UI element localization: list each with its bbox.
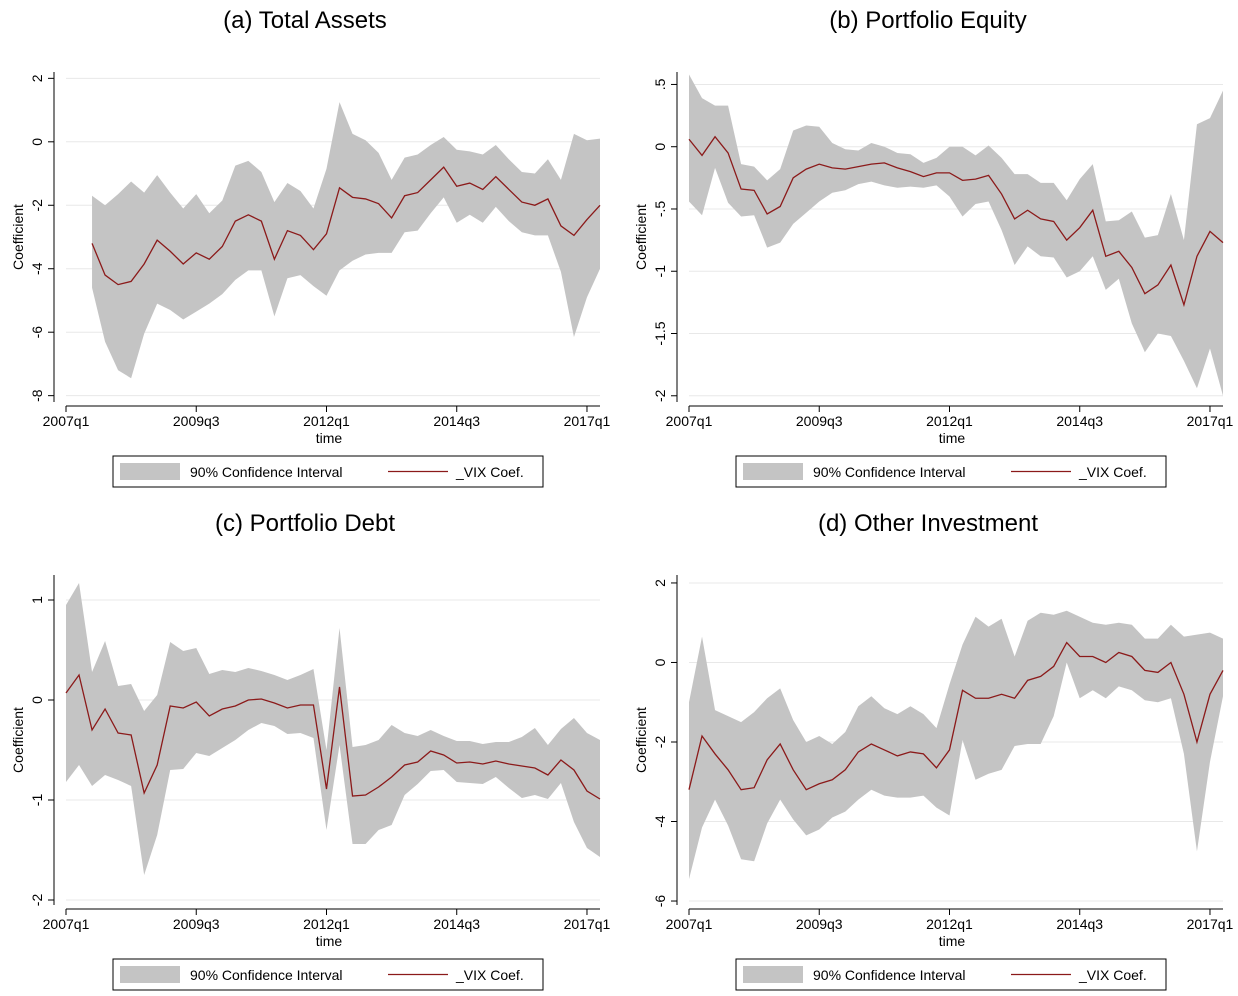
panel-title: (d) Other Investment bbox=[818, 510, 1038, 537]
confidence-band bbox=[66, 583, 600, 875]
legend-label: 90% Confidence Interval bbox=[190, 464, 343, 480]
legend-label: 90% Confidence Interval bbox=[190, 967, 343, 983]
x-tick-label: 2009q3 bbox=[173, 413, 220, 429]
legend-swatch bbox=[743, 463, 803, 480]
coef-line bbox=[91, 166, 601, 286]
x-tick-label: 2009q3 bbox=[796, 916, 843, 932]
y-tick-label: -2 bbox=[29, 894, 45, 907]
panel-title: (b) Portfolio Equity bbox=[829, 7, 1026, 34]
x-tick-label: 2007q1 bbox=[43, 916, 90, 932]
x-axis-label: time bbox=[316, 933, 343, 949]
legend-swatch bbox=[120, 463, 180, 480]
x-tick-label: 2007q1 bbox=[666, 413, 713, 429]
confidence-band bbox=[92, 102, 601, 379]
y-tick-label: -6 bbox=[652, 895, 668, 908]
legend-swatch bbox=[743, 966, 803, 983]
legend-swatch bbox=[120, 966, 180, 983]
legend-label: _VIX Coef. bbox=[455, 967, 524, 983]
x-tick-label: 2012q1 bbox=[926, 916, 973, 932]
y-tick-label: -1 bbox=[29, 794, 45, 807]
x-tick-label: 2012q1 bbox=[303, 916, 350, 932]
y-tick-label: -2 bbox=[652, 736, 668, 749]
y-tick-label: -4 bbox=[652, 815, 668, 828]
y-axis-label: Coefficient bbox=[10, 204, 26, 270]
legend-label: _VIX Coef. bbox=[1078, 464, 1147, 480]
x-tick-label: 2014q3 bbox=[1056, 413, 1103, 429]
x-tick-label: 2017q1 bbox=[1187, 916, 1234, 932]
coef-line bbox=[65, 673, 601, 800]
x-tick-label: 2014q3 bbox=[433, 916, 480, 932]
panel: (b) Portfolio Equity -2 -1.5 -1 -.5 0 .5 Coeffi… bbox=[633, 7, 1234, 488]
panel: (d) Other Investment -6 -4 -2 0 2 Coefficient 2… bbox=[633, 510, 1234, 991]
panel-title: (a) Total Assets bbox=[223, 7, 387, 34]
y-tick-label: 0 bbox=[29, 138, 45, 146]
y-tick-label: -.5 bbox=[652, 201, 668, 218]
x-tick-label: 2009q3 bbox=[173, 916, 220, 932]
x-tick-label: 2017q1 bbox=[1187, 413, 1234, 429]
coef-line bbox=[688, 641, 1224, 791]
y-tick-label: 0 bbox=[29, 696, 45, 704]
x-tick-label: 2007q1 bbox=[43, 413, 90, 429]
legend-label: 90% Confidence Interval bbox=[813, 967, 966, 983]
x-axis-label: time bbox=[939, 933, 966, 949]
confidence-band bbox=[689, 74, 1223, 396]
x-tick-label: 2014q3 bbox=[433, 413, 480, 429]
x-tick-label: 2007q1 bbox=[666, 916, 713, 932]
y-tick-label: 2 bbox=[652, 579, 668, 587]
y-tick-label: -1 bbox=[652, 265, 668, 278]
y-tick-label: -2 bbox=[652, 389, 668, 402]
x-tick-label: 2017q1 bbox=[564, 413, 611, 429]
legend-label: 90% Confidence Interval bbox=[813, 464, 966, 480]
x-tick-label: 2012q1 bbox=[303, 413, 350, 429]
legend-label: _VIX Coef. bbox=[1078, 967, 1147, 983]
y-tick-label: -1.5 bbox=[652, 321, 668, 345]
y-tick-label: 2 bbox=[29, 74, 45, 82]
y-tick-label: .5 bbox=[652, 78, 668, 90]
y-axis-label: Coefficient bbox=[10, 707, 26, 773]
legend-label: _VIX Coef. bbox=[455, 464, 524, 480]
y-tick-label: 0 bbox=[652, 658, 668, 666]
x-axis-label: time bbox=[939, 430, 966, 446]
y-tick-label: 0 bbox=[652, 143, 668, 151]
y-tick-label: -4 bbox=[29, 262, 45, 275]
y-tick-label: -8 bbox=[29, 389, 45, 402]
y-tick-label: -6 bbox=[29, 326, 45, 339]
panel-title: (c) Portfolio Debt bbox=[215, 510, 395, 537]
panel: (a) Total Assets -8 -6 -4 -2 0 2 Coefficient 200… bbox=[10, 7, 611, 488]
coef-line bbox=[688, 135, 1224, 308]
legend-box bbox=[112, 455, 544, 488]
x-tick-label: 2012q1 bbox=[926, 413, 973, 429]
x-tick-label: 2017q1 bbox=[564, 916, 611, 932]
legend-box bbox=[735, 958, 1167, 991]
panel: (c) Portfolio Debt -2 -1 0 1 Coefficient 2007q… bbox=[10, 510, 611, 991]
y-axis-label: Coefficient bbox=[633, 204, 649, 270]
x-axis-label: time bbox=[316, 430, 343, 446]
legend-box bbox=[112, 958, 544, 991]
y-tick-label: -2 bbox=[29, 199, 45, 212]
y-tick-label: 1 bbox=[29, 596, 45, 604]
legend-box bbox=[735, 455, 1167, 488]
x-tick-label: 2014q3 bbox=[1056, 916, 1103, 932]
x-tick-label: 2009q3 bbox=[796, 413, 843, 429]
y-axis-label: Coefficient bbox=[633, 707, 649, 773]
confidence-band bbox=[689, 610, 1223, 880]
